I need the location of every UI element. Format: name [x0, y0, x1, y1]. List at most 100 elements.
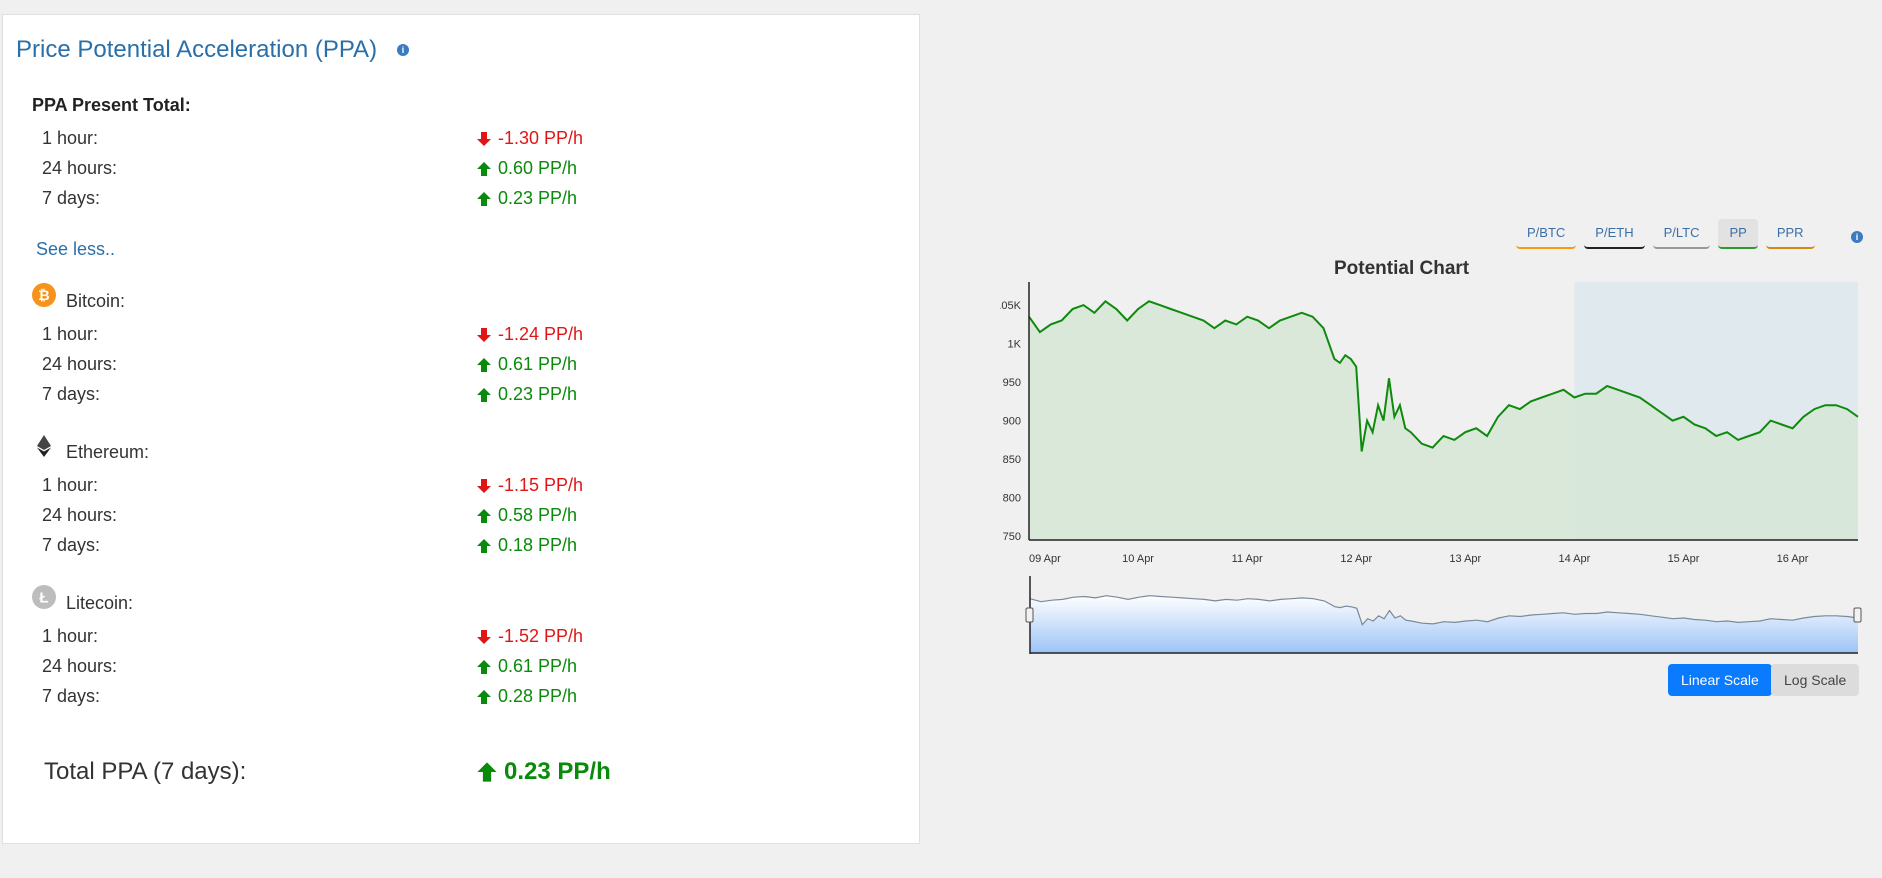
- row-value: -1.24 PP/h: [476, 324, 583, 345]
- svg-text:Ł: Ł: [39, 590, 48, 607]
- value-text: 0.61 PP/h: [498, 354, 578, 374]
- row-value: 0.18 PP/h: [476, 535, 577, 556]
- arrow-up-icon: [477, 538, 491, 553]
- range-navigator[interactable]: [1020, 574, 1870, 656]
- litecoin-row-1h: 1 hour: -1.52 PP/h: [40, 626, 640, 654]
- present-total-label: PPA Present Total:: [32, 95, 191, 115]
- value-text: -1.52 PP/h: [498, 626, 584, 646]
- navigator-line: [1029, 595, 1859, 626]
- ethereum-row-24h: 24 hours: 0.58 PP/h: [40, 505, 640, 533]
- total-ppa-row: Total PPA (7 days): 0.23 PP/h: [44, 758, 611, 786]
- row-value: 0.23 PP/h: [476, 188, 577, 209]
- row-value: -1.30 PP/h: [476, 128, 583, 149]
- x-tick-label: 16 Apr: [1777, 553, 1809, 565]
- litecoin-row-7d: 7 days: 0.28 PP/h: [40, 686, 640, 714]
- ppa-title: Price Potential Acceleration (PPA): [16, 36, 378, 63]
- tab-pp[interactable]: PP: [1718, 219, 1758, 249]
- ethereum-label: Ethereum:: [66, 442, 150, 462]
- row-value: 0.58 PP/h: [476, 505, 577, 526]
- x-tick-label: 15 Apr: [1668, 553, 1700, 565]
- x-tick-label: 11 Apr: [1232, 553, 1263, 565]
- row-label: 24 hours:: [42, 505, 118, 525]
- arrow-up-icon: [477, 659, 491, 674]
- present-row-7d: 7 days: 0.23 PP/h: [40, 188, 640, 216]
- litecoin-label: Litecoin:: [66, 593, 134, 613]
- row-label: 7 days:: [42, 535, 101, 555]
- see-less-link[interactable]: See less..: [36, 239, 116, 259]
- row-value: 0.60 PP/h: [476, 158, 577, 179]
- linear-scale-button[interactable]: Linear Scale: [1668, 664, 1772, 696]
- value-text: 0.18 PP/h: [498, 535, 578, 555]
- ethereum-row-7d: 7 days: 0.18 PP/h: [40, 535, 640, 563]
- value-text: 0.23 PP/h: [498, 188, 578, 208]
- value-text: 0.58 PP/h: [498, 505, 578, 525]
- value-text: -1.30 PP/h: [498, 128, 584, 148]
- bitcoin-row-24h: 24 hours: 0.61 PP/h: [40, 354, 640, 382]
- litecoin-row-24h: 24 hours: 0.61 PP/h: [40, 656, 640, 684]
- row-value: 0.23 PP/h: [476, 384, 577, 405]
- ppa-panel: [2, 14, 920, 844]
- row-label: 24 hours:: [42, 158, 118, 178]
- bitcoin-icon: ₿: [32, 283, 56, 307]
- row-label: 24 hours:: [42, 354, 118, 374]
- navigator-area: [1030, 595, 1858, 653]
- total-ppa-value: 0.23 PP/h: [476, 758, 611, 786]
- row-label: 1 hour:: [42, 475, 99, 495]
- litecoin-icon: Ł: [32, 585, 56, 609]
- row-label: 7 days:: [42, 188, 101, 208]
- tab-p-eth[interactable]: P/ETH: [1584, 219, 1645, 249]
- potential-chart[interactable]: 09 Apr 10 Apr 11 Apr 12 Apr 13 Apr 14 Apr 15 A…: [1000, 276, 1870, 576]
- log-scale-button[interactable]: Log Scale: [1771, 664, 1860, 696]
- x-tick-label: 09 Apr: [1029, 553, 1061, 565]
- row-label: 7 days:: [42, 686, 101, 706]
- present-row-24h: 24 hours: 0.60 PP/h: [40, 158, 640, 186]
- y-tick-label: 800: [1003, 493, 1021, 505]
- row-value: 0.28 PP/h: [476, 686, 577, 707]
- value-text: -1.15 PP/h: [498, 475, 584, 495]
- ppa-info-icon[interactable]: i: [397, 44, 410, 56]
- bitcoin-row-7d: 7 days: 0.23 PP/h: [40, 384, 640, 412]
- row-label: 7 days:: [42, 384, 101, 404]
- svg-text:₿: ₿: [38, 287, 49, 303]
- chart-tabs: P/BTC P/ETH P/LTC PP PPR: [1516, 219, 1815, 249]
- arrow-up-icon: [477, 387, 491, 402]
- total-ppa-label: Total PPA (7 days):: [44, 758, 247, 785]
- row-value: -1.52 PP/h: [476, 626, 583, 647]
- y-tick-label: 900: [1003, 416, 1021, 428]
- tab-ppr[interactable]: PPR: [1765, 219, 1815, 249]
- row-label: 1 hour:: [42, 324, 99, 344]
- arrow-up-icon: [477, 161, 491, 176]
- arrow-up-icon: [477, 689, 491, 704]
- y-tick-label: 850: [1003, 454, 1021, 466]
- ppa-title-row: Price Potential Acceleration (PPA) i: [16, 36, 410, 64]
- y-tick-label: 1K: [1008, 339, 1022, 351]
- value-text: 0.23 PP/h: [504, 758, 611, 785]
- ethereum-icon: [37, 435, 51, 457]
- value-text: 0.23 PP/h: [498, 384, 578, 404]
- tab-p-ltc[interactable]: P/LTC: [1652, 219, 1711, 249]
- y-tick-label: 950: [1003, 377, 1021, 389]
- navigator-left-handle[interactable]: [1025, 607, 1034, 623]
- area-fill: [1029, 301, 1858, 540]
- row-value: 0.61 PP/h: [476, 656, 577, 677]
- ethereum-row-1h: 1 hour: -1.15 PP/h: [40, 475, 640, 503]
- bitcoin-label: Bitcoin:: [66, 291, 126, 311]
- arrow-up-icon: [477, 191, 491, 206]
- present-row-1h: 1 hour: -1.30 PP/h: [40, 128, 640, 156]
- y-tick-label: 750: [1003, 531, 1021, 543]
- value-text: -1.24 PP/h: [498, 324, 584, 344]
- x-tick-label: 12 Apr: [1340, 553, 1372, 565]
- value-text: 0.61 PP/h: [498, 656, 578, 676]
- row-label: 1 hour:: [42, 626, 99, 646]
- row-label: 24 hours:: [42, 656, 118, 676]
- row-label: 1 hour:: [42, 128, 99, 148]
- x-tick-label: 14 Apr: [1558, 553, 1590, 565]
- navigator-right-handle[interactable]: [1853, 607, 1862, 623]
- arrow-down-icon: [477, 131, 491, 146]
- chart-info-icon[interactable]: i: [1851, 231, 1863, 243]
- row-value: 0.61 PP/h: [476, 354, 577, 375]
- series-line: [1028, 299, 1859, 452]
- tab-p-btc[interactable]: P/BTC: [1516, 219, 1577, 249]
- bitcoin-row-1h: 1 hour: -1.24 PP/h: [40, 324, 640, 352]
- arrow-down-icon: [477, 327, 491, 342]
